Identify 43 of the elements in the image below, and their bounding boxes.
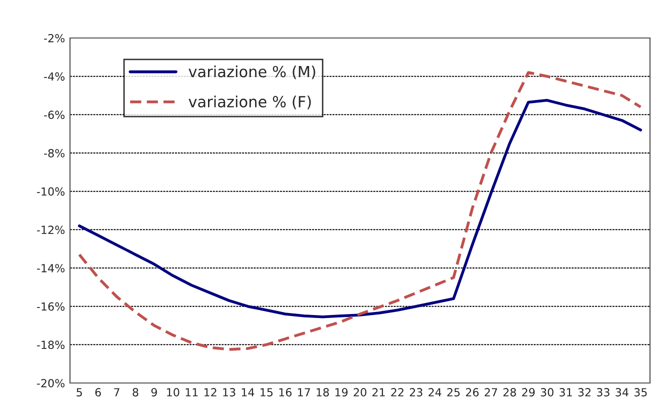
x-tick-label: 17 bbox=[298, 388, 310, 396]
x-tick-label: 28 bbox=[503, 388, 516, 396]
y-tick-label: -6% bbox=[44, 110, 65, 120]
x-tick-label: 27 bbox=[484, 388, 498, 396]
legend-label: variazione % (M) bbox=[188, 66, 316, 80]
x-tick-label: 5 bbox=[76, 388, 82, 396]
x-tick-label: 35 bbox=[634, 388, 647, 396]
x-tick-label: 19 bbox=[335, 388, 348, 396]
x-tick-label: 33 bbox=[597, 388, 610, 396]
x-tick-label: 25 bbox=[447, 388, 460, 396]
x-tick-label: 20 bbox=[354, 388, 366, 396]
y-tick-label: -18% bbox=[36, 340, 65, 350]
y-tick-label: -12% bbox=[36, 226, 65, 234]
x-tick-label: 8 bbox=[132, 388, 138, 396]
x-tick-label: 11 bbox=[186, 388, 198, 396]
y-tick-label: -20% bbox=[36, 378, 65, 388]
y-tick-label: -4% bbox=[44, 72, 65, 81]
x-tick-label: 15 bbox=[260, 388, 273, 396]
x-tick-label: 26 bbox=[466, 388, 479, 396]
x-tick-label: 10 bbox=[167, 388, 180, 396]
x-tick-label: 22 bbox=[391, 388, 404, 396]
x-tick-label: 34 bbox=[616, 388, 628, 396]
x-tick-label: 21 bbox=[372, 388, 385, 396]
y-tick-label: -8% bbox=[44, 148, 65, 158]
y-tick-label: -2% bbox=[44, 34, 65, 42]
x-tick-label: 12 bbox=[204, 388, 216, 396]
x-tick-label: 13 bbox=[223, 388, 236, 396]
y-tick-label: -16% bbox=[36, 302, 65, 311]
x-tick-label: 29 bbox=[522, 388, 535, 396]
x-tick-label: 30 bbox=[540, 388, 554, 396]
x-tick-label: 23 bbox=[410, 388, 422, 396]
y-tick-label: -14% bbox=[36, 264, 65, 272]
x-tick-label: 31 bbox=[560, 388, 572, 396]
x-tick-label: 32 bbox=[578, 388, 590, 396]
legend-label: variazione % (F) bbox=[188, 96, 311, 110]
x-tick-label: 18 bbox=[316, 388, 329, 396]
x-tick-label: 9 bbox=[151, 388, 157, 396]
x-tick-label: 7 bbox=[114, 388, 120, 396]
x-tick-label: 6 bbox=[95, 388, 101, 396]
y-tick-label: -10% bbox=[36, 187, 65, 196]
x-tick-label: 16 bbox=[279, 388, 292, 396]
x-tick-label: 24 bbox=[428, 388, 442, 396]
x-tick-label: 14 bbox=[242, 388, 254, 396]
